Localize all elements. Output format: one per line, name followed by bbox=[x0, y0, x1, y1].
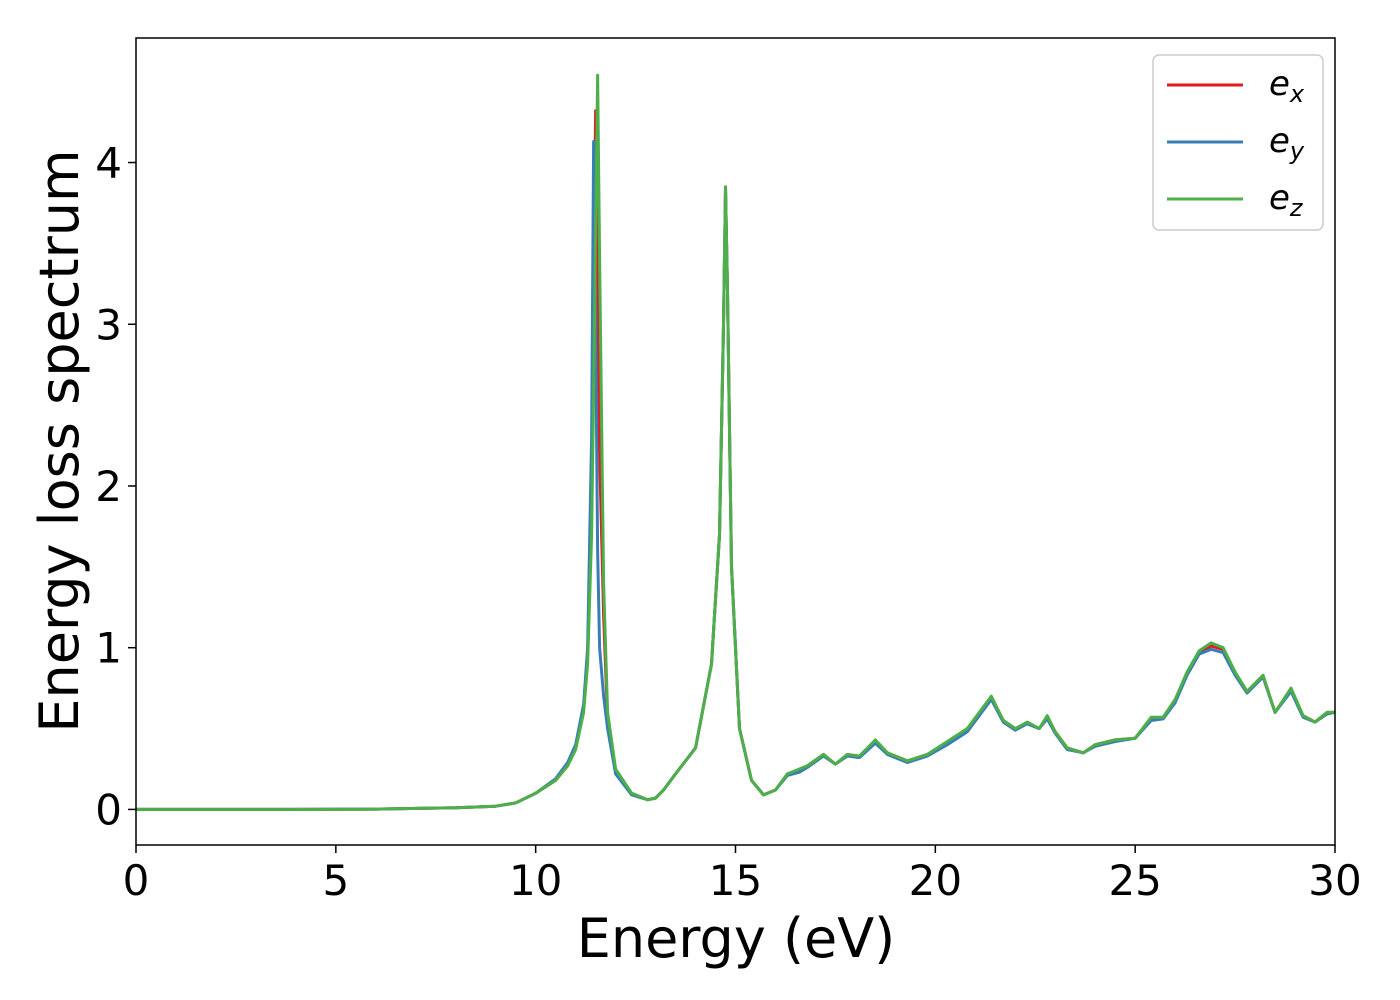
x-tick-label: 25 bbox=[1108, 856, 1161, 905]
y-tick-label: 1 bbox=[95, 624, 122, 673]
series-line bbox=[136, 73, 1335, 811]
y-axis-label: Energy loss spectrum bbox=[28, 149, 91, 732]
y-tick-label: 3 bbox=[95, 300, 122, 349]
x-axis-label: Energy (eV) bbox=[577, 907, 896, 970]
x-tick-label: 5 bbox=[322, 856, 349, 905]
legend-label: ex bbox=[1269, 64, 1305, 109]
y-tick-label: 0 bbox=[95, 785, 122, 834]
y-tick-label: 4 bbox=[95, 139, 122, 188]
x-tick-label: 20 bbox=[909, 856, 962, 905]
y-tick-label: 2 bbox=[95, 462, 122, 511]
x-tick-label: 10 bbox=[509, 856, 562, 905]
series-line bbox=[136, 140, 1335, 811]
x-tick-label: 15 bbox=[709, 856, 762, 905]
x-tick-label: 0 bbox=[123, 856, 150, 905]
legend-label: ey bbox=[1269, 121, 1305, 166]
x-tick-label: 30 bbox=[1308, 856, 1361, 905]
legend-label: ez bbox=[1269, 178, 1304, 223]
plot-frame bbox=[135, 37, 1336, 846]
